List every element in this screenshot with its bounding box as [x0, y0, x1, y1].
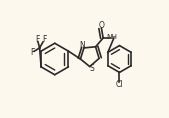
Text: Cl: Cl [116, 80, 123, 89]
Text: F: F [30, 48, 34, 57]
Text: N: N [79, 41, 85, 50]
Text: S: S [90, 64, 95, 73]
Text: F: F [42, 35, 46, 44]
Text: O: O [99, 21, 104, 30]
Text: NH: NH [106, 34, 117, 40]
Text: F: F [35, 35, 39, 44]
